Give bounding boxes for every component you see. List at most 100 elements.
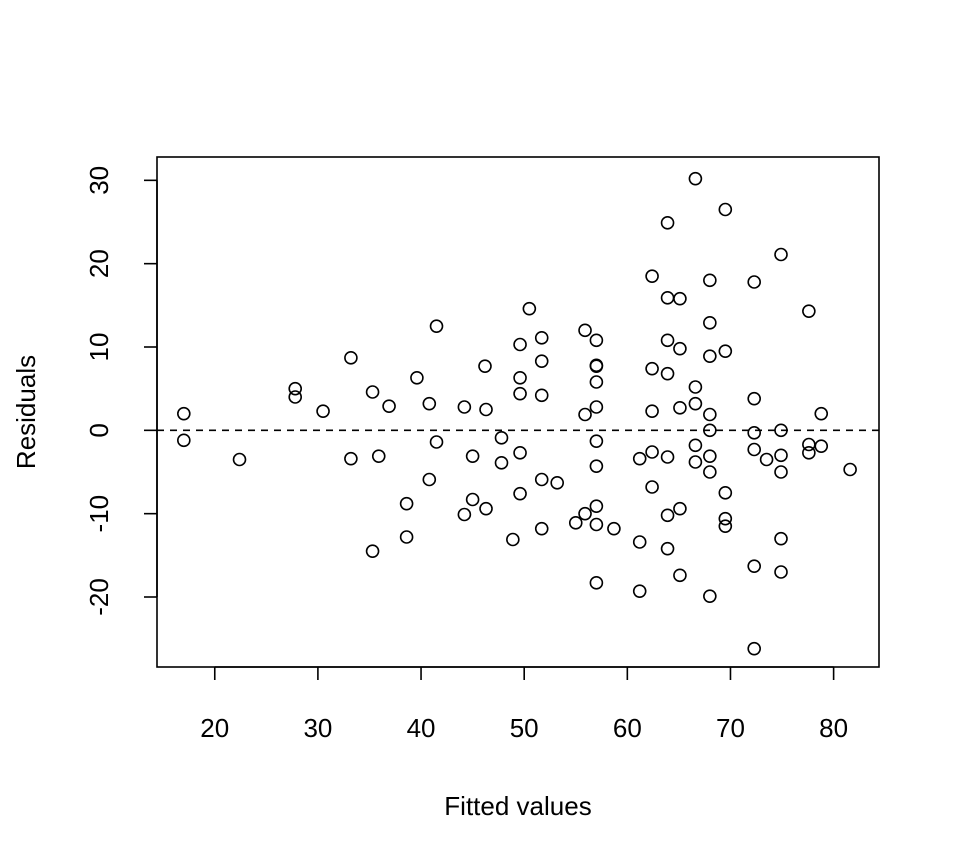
data-point <box>703 423 717 438</box>
data-point <box>759 452 774 467</box>
data-point <box>589 400 604 414</box>
data-point <box>774 423 788 438</box>
data-point <box>568 516 583 530</box>
data-point <box>365 544 380 558</box>
data-point <box>703 589 717 603</box>
data-point <box>660 333 675 348</box>
data-point <box>774 247 788 262</box>
data-point <box>843 462 857 477</box>
data-point <box>534 521 549 536</box>
data-point <box>718 202 733 217</box>
data-point <box>688 396 703 411</box>
data-point <box>422 472 437 487</box>
data-point <box>589 434 604 448</box>
y-tick-label: -10 <box>84 495 114 533</box>
data-point <box>522 301 537 316</box>
data-point <box>465 492 480 507</box>
data-point <box>660 541 675 556</box>
data-point <box>747 426 761 440</box>
y-axis-title: Residuals <box>11 355 41 469</box>
data-point <box>802 304 816 318</box>
data-point <box>703 449 717 463</box>
data-point <box>747 559 761 573</box>
data-point <box>774 448 788 463</box>
data-point <box>703 273 717 288</box>
data-point <box>513 337 527 352</box>
data-point <box>814 439 829 453</box>
data-point <box>660 366 675 381</box>
data-point <box>632 451 647 466</box>
data-point <box>422 396 437 411</box>
data-point <box>703 465 717 479</box>
data-point <box>534 354 549 368</box>
data-point <box>673 568 687 583</box>
x-tick-label: 80 <box>819 713 848 743</box>
data-point <box>365 385 380 399</box>
data-point <box>457 400 472 414</box>
data-point <box>589 459 604 473</box>
data-point <box>632 584 647 598</box>
x-tick-label: 20 <box>200 713 229 743</box>
data-point <box>814 406 829 421</box>
data-point <box>673 401 687 415</box>
data-point <box>344 351 358 365</box>
data-point <box>399 530 414 544</box>
data-point <box>429 435 444 449</box>
data-point <box>747 391 761 406</box>
data-point <box>645 445 659 459</box>
data-point <box>607 521 621 536</box>
x-tick-label: 60 <box>613 713 642 743</box>
data-point <box>578 506 592 521</box>
data-point <box>534 472 549 487</box>
data-point <box>589 333 604 348</box>
x-axis-title: Fitted values <box>444 791 591 821</box>
x-tick-label: 70 <box>716 713 745 743</box>
data-point <box>688 380 703 394</box>
data-point <box>479 402 493 417</box>
data-point <box>534 388 549 403</box>
data-point <box>747 641 761 656</box>
x-tick-label: 40 <box>407 713 436 743</box>
y-tick-label: -20 <box>84 578 114 616</box>
data-point <box>399 496 414 511</box>
data-point <box>506 532 520 547</box>
data-point <box>513 371 527 385</box>
data-point <box>747 275 761 289</box>
data-point <box>479 501 493 516</box>
data-point <box>774 531 788 546</box>
data-point <box>718 511 733 526</box>
plot-box <box>156 156 880 668</box>
data-point <box>718 344 733 358</box>
data-point <box>494 456 509 470</box>
data-point <box>673 341 687 356</box>
data-point <box>718 486 733 500</box>
data-point <box>632 535 647 549</box>
data-point <box>589 499 604 513</box>
data-point <box>703 316 717 330</box>
data-point <box>513 446 527 460</box>
y-tick-label: 10 <box>84 333 114 362</box>
data-point <box>688 438 703 453</box>
data-point <box>534 331 549 345</box>
data-point <box>703 349 717 363</box>
data-point <box>673 291 687 306</box>
data-point <box>578 323 592 338</box>
y-tick-label: 0 <box>84 423 114 437</box>
data-point <box>774 565 788 579</box>
y-tick-label: 20 <box>84 249 114 278</box>
data-point <box>688 455 703 469</box>
data-point <box>177 406 191 421</box>
y-axis: -20 -10 0 10 20 30 <box>84 166 158 616</box>
data-point <box>645 269 659 283</box>
data-point <box>645 361 659 376</box>
data-point <box>578 407 592 422</box>
data-point <box>371 449 386 463</box>
data-point <box>232 452 247 467</box>
data-point <box>673 501 687 516</box>
data-point <box>589 517 604 532</box>
data-point <box>465 449 480 463</box>
x-tick-label: 30 <box>303 713 332 743</box>
data-point <box>550 476 564 490</box>
scatter-points <box>177 171 857 656</box>
